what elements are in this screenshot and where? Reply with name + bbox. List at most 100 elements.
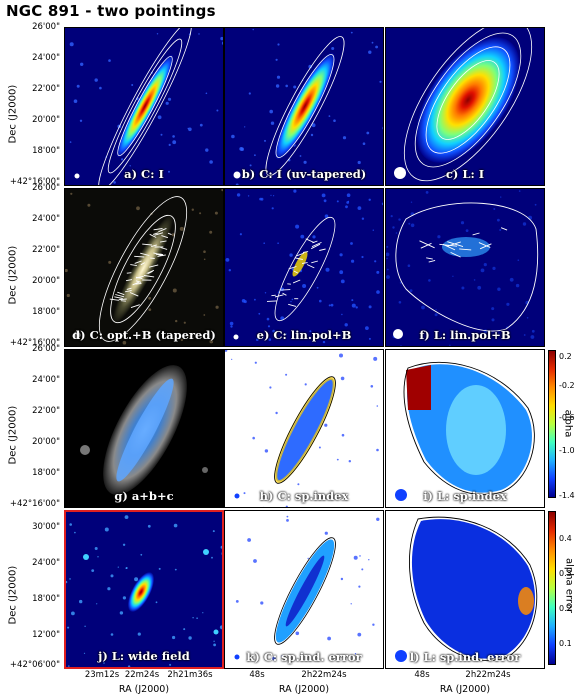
polarization-vector <box>149 233 157 238</box>
noise-dot <box>308 64 312 69</box>
noise-dot <box>254 361 257 364</box>
dec-tick-label: +42°16'00" <box>9 338 60 348</box>
noise-dot <box>187 127 189 130</box>
noise-dot <box>263 506 264 507</box>
noise-dot <box>530 335 535 339</box>
polarization-vector <box>292 279 301 284</box>
galaxy-emission <box>416 37 520 163</box>
polarization-vector <box>140 262 146 266</box>
noise-dot <box>322 340 326 344</box>
polarization-vector <box>271 294 276 297</box>
dec-tick-label: 24'00" <box>32 375 60 385</box>
dec-tick-label: 22'00" <box>32 406 60 416</box>
noise-dot <box>370 385 374 388</box>
polarization-vector <box>310 243 321 250</box>
noise-dot <box>368 559 370 561</box>
noise-dot <box>229 321 234 326</box>
polarization-vector <box>500 227 508 231</box>
noise-dot <box>293 85 297 89</box>
alpha-tick-1: -0.2 <box>559 381 575 390</box>
polarization-vector <box>282 292 287 296</box>
noise-dot <box>328 115 331 117</box>
noise-dot <box>408 222 411 225</box>
noise-dot <box>122 543 126 546</box>
polarization-vector <box>129 292 139 297</box>
spectral-index-edge <box>274 376 336 484</box>
polarization-vector <box>311 241 322 248</box>
noise-dot <box>70 192 73 195</box>
noise-dot <box>69 523 72 526</box>
polarization-vector <box>281 289 291 291</box>
noise-dot <box>316 286 319 289</box>
polarization-vector <box>120 300 126 302</box>
panel-e: e) C: lin.pol+B <box>224 188 384 347</box>
noise-dot <box>365 326 369 330</box>
noise-dot <box>297 483 300 486</box>
noise-dot <box>379 80 382 83</box>
noise-dot <box>80 62 84 66</box>
noise-dot <box>350 31 353 34</box>
noise-dot <box>435 308 437 311</box>
noise-dot <box>289 253 293 257</box>
noise-dot <box>461 286 465 290</box>
noise-dot <box>124 515 129 519</box>
polarization-vector <box>288 303 297 307</box>
noise-dot <box>263 242 265 244</box>
noise-dot <box>312 235 316 239</box>
dec-tick-label: 20'00" <box>32 115 60 125</box>
noise-dot <box>172 140 177 145</box>
noise-dot <box>491 307 495 311</box>
noise-dot <box>244 126 246 128</box>
noise-dot <box>523 334 526 336</box>
noise-dot <box>243 492 246 495</box>
noise-dot <box>526 317 529 319</box>
polarization-vector <box>296 252 304 257</box>
dec-tick-label: 24'00" <box>32 558 60 568</box>
noise-dot <box>341 433 345 437</box>
ra-tick-k-0: 48s <box>249 670 265 680</box>
noise-dot <box>270 121 275 125</box>
noise-dot <box>286 519 289 522</box>
dec-tick-label: 30'00" <box>32 522 60 532</box>
noise-dot <box>341 313 343 316</box>
noise-dot <box>286 515 289 518</box>
noise-dot <box>212 530 215 533</box>
polarization-vector <box>154 232 164 236</box>
polarization-vector <box>148 264 159 268</box>
figure-title: NGC 891 - two pointings <box>6 2 216 20</box>
noise-dot <box>188 636 192 640</box>
noise-dot <box>386 245 389 248</box>
noise-dot <box>410 223 415 228</box>
polarization-vector <box>126 287 132 290</box>
noise-dot <box>425 191 429 194</box>
noise-dot <box>285 505 288 507</box>
polarization-vector <box>442 243 456 251</box>
panel-i: i) L: sp.index <box>385 349 545 508</box>
panel-h: h) C: sp.index <box>224 349 384 508</box>
x-axis-label-col2: RA (J2000) <box>278 684 330 695</box>
noise-dot <box>205 148 209 152</box>
noise-dot <box>117 566 119 568</box>
noise-dot <box>94 78 98 82</box>
dec-tick-label: 26'00" <box>32 344 60 354</box>
noise-dot <box>209 230 213 234</box>
dec-tick-label: 18'00" <box>32 594 60 604</box>
noise-dot <box>180 338 184 342</box>
polarization-vector <box>459 248 472 251</box>
noise-dot <box>376 270 380 274</box>
noise-dot <box>158 567 161 570</box>
contour <box>274 216 336 322</box>
noise-dot <box>209 339 214 344</box>
noise-dot <box>183 628 186 631</box>
noise-dot <box>381 202 383 206</box>
noise-dot <box>119 611 124 615</box>
noise-dot <box>134 577 139 582</box>
noise-dot <box>465 229 469 232</box>
contour <box>414 32 522 168</box>
noise-dot <box>339 353 343 358</box>
contour <box>110 214 176 324</box>
polarization-vector <box>135 276 143 279</box>
polarization-vector <box>450 251 461 258</box>
noise-dot <box>79 599 83 604</box>
noise-dot <box>76 84 80 88</box>
